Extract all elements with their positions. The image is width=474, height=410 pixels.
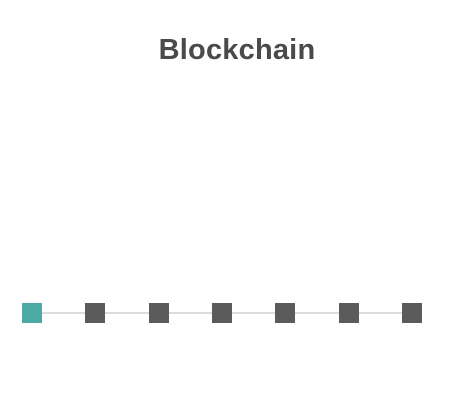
blockchain-diagram: [22, 303, 422, 323]
block-node-active[interactable]: [22, 303, 42, 323]
block-node[interactable]: [212, 303, 232, 323]
block-node[interactable]: [338, 303, 359, 323]
block-node[interactable]: [148, 303, 169, 323]
block-node[interactable]: [402, 303, 422, 323]
block-node[interactable]: [85, 303, 106, 323]
block-node[interactable]: [275, 303, 296, 323]
page-title: Blockchain: [158, 34, 316, 66]
